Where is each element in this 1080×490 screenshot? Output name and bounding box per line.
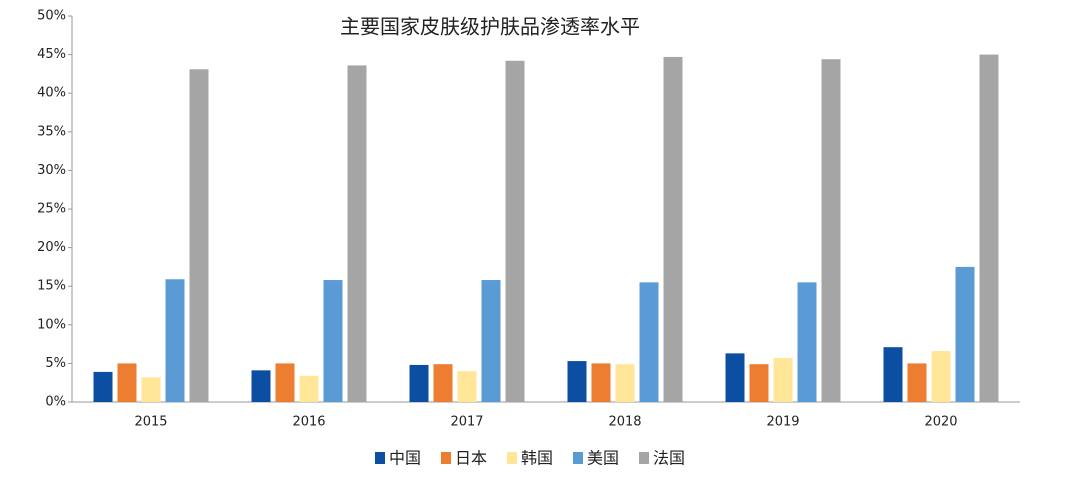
bar	[481, 280, 501, 402]
bar	[615, 364, 635, 402]
y-tick-label: 30%	[37, 163, 66, 178]
bar	[725, 353, 745, 402]
bar	[251, 370, 271, 402]
y-tick-label: 45%	[37, 47, 66, 62]
bar	[907, 363, 927, 402]
bar	[275, 363, 295, 402]
legend-label: 美国	[587, 449, 619, 468]
x-tick-label: 2019	[766, 415, 799, 430]
y-tick-label: 0%	[45, 395, 66, 410]
y-tick-label: 10%	[37, 317, 66, 332]
y-tick-label: 40%	[37, 86, 66, 101]
bar	[931, 351, 951, 402]
bar	[189, 69, 209, 402]
bar	[773, 357, 793, 402]
bar	[323, 280, 343, 402]
bar	[591, 363, 611, 402]
bar	[883, 347, 903, 402]
bar	[347, 65, 367, 403]
x-tick-label: 2018	[608, 415, 641, 430]
chart-title: 主要国家皮肤级护肤品渗透率水平	[340, 15, 640, 39]
y-tick-label: 15%	[37, 279, 66, 294]
x-tick-label: 2016	[292, 415, 325, 430]
legend-swatch	[639, 452, 649, 464]
bar	[663, 56, 683, 402]
x-tick-label: 2020	[924, 415, 957, 430]
y-tick-label: 35%	[37, 124, 66, 139]
bar	[93, 371, 113, 402]
x-tick-label: 2017	[450, 415, 483, 430]
bar	[299, 375, 319, 402]
bar	[955, 266, 975, 402]
bar	[165, 279, 185, 402]
legend-swatch	[573, 452, 583, 464]
y-tick-label: 25%	[37, 202, 66, 217]
bar	[639, 282, 659, 402]
bar	[505, 60, 525, 402]
legend-swatch	[441, 452, 451, 464]
legend-label: 日本	[455, 449, 487, 468]
y-tick-label: 20%	[37, 240, 66, 255]
y-tick-label: 50%	[37, 9, 66, 24]
bar	[117, 363, 137, 402]
bar	[141, 377, 161, 402]
legend-label: 法国	[653, 449, 685, 468]
bar	[797, 282, 817, 402]
bar	[457, 371, 477, 402]
legend-label: 中国	[389, 449, 421, 468]
bar	[567, 361, 587, 402]
legend-swatch	[507, 452, 517, 464]
bar	[433, 364, 453, 402]
legend-swatch	[375, 452, 385, 464]
bar	[979, 54, 999, 402]
bar	[749, 364, 769, 402]
legend-label: 韩国	[521, 449, 553, 468]
x-tick-label: 2015	[134, 415, 167, 430]
bar	[409, 364, 429, 402]
bar	[821, 59, 841, 403]
y-tick-label: 5%	[45, 356, 66, 371]
legend: 中国 日本 韩国 美国 法国	[375, 449, 685, 468]
